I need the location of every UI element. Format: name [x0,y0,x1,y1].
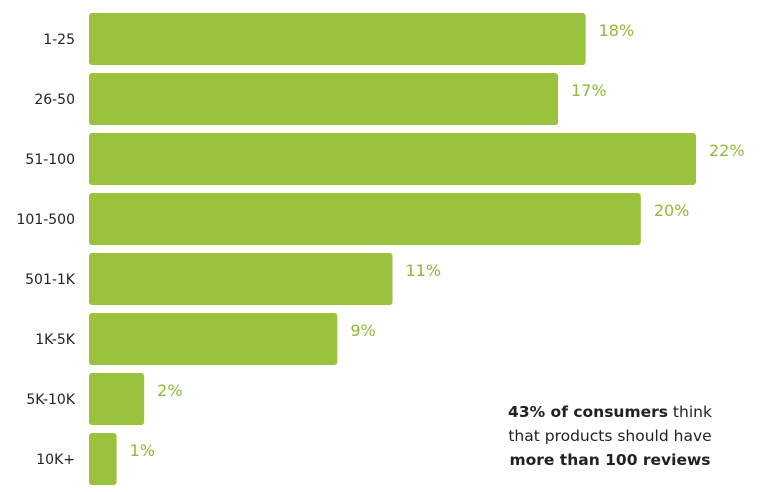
value-label: 20% [654,201,690,220]
bar-10K+ [89,433,117,485]
bar-51-100 [89,133,696,185]
value-label: 11% [406,261,442,280]
value-label: 9% [350,321,375,340]
category-label: 1K-5K [35,332,76,348]
annotation-bold-1: 43% of consumers [508,403,668,421]
value-label: 2% [157,381,182,400]
category-label: 10K+ [36,452,75,468]
category-label: 26-50 [34,92,75,108]
annotation-text-1: think [668,403,712,421]
category-label: 101-500 [17,212,76,228]
bar-26-50 [89,73,559,125]
value-label: 17% [571,81,607,100]
annotation-bold-2: more than 100 reviews [509,451,711,469]
value-label: 22% [709,141,745,160]
annotation-text: 43% of consumers think that products sho… [470,400,750,472]
bar-1-25 [89,13,586,65]
value-label: 18% [599,21,635,40]
annotation-text-2: that products should have [508,427,712,445]
bar-101-500 [89,193,641,245]
category-label: 5K-10K [26,392,75,408]
bar-501-1K [89,253,393,305]
bar-1K-5K [89,313,338,365]
bar-5K-10K [89,373,145,425]
category-label: 1-25 [43,32,75,48]
category-label: 501-1K [25,272,76,288]
value-label: 1% [130,441,155,460]
category-label: 51-100 [25,152,75,168]
